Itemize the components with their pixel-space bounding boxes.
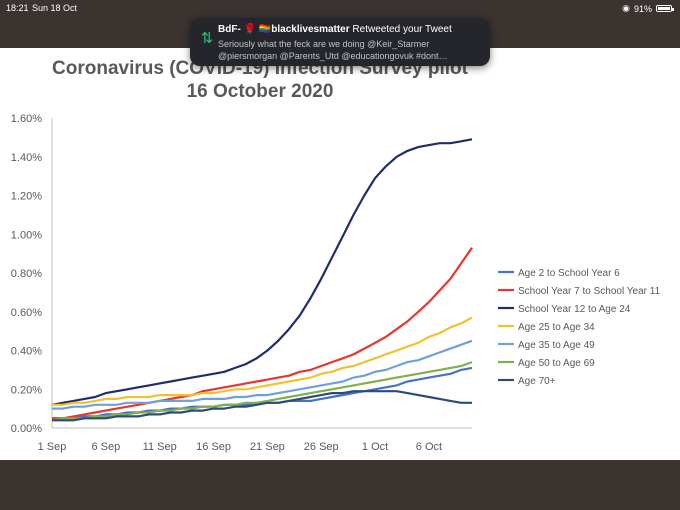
legend-label: School Year 12 to Age 24 (518, 304, 631, 315)
legend-label: Age 50 to Age 69 (518, 358, 595, 369)
series-line (51, 361, 473, 422)
status-right: ◉ 91% (622, 3, 674, 14)
y-tick-label: 0.20% (11, 384, 42, 396)
legend-label: Age 2 to School Year 6 (518, 268, 620, 279)
x-tick-label: 1 Sep (38, 441, 67, 453)
notification-title: BdF- 🌹 🏳️‍🌈blacklivesmatter Retweeted yo… (218, 24, 452, 35)
y-tick-label: 1.60% (11, 113, 42, 125)
x-tick-label: 6 Oct (416, 441, 442, 453)
bottom-bar (0, 460, 680, 510)
status-date: Sun 18 Oct (32, 3, 78, 13)
x-tick-label: 6 Sep (91, 441, 120, 453)
rose-icon: 🌹 (243, 24, 257, 35)
x-tick-label: 1 Oct (362, 441, 388, 453)
series-line (52, 316, 473, 406)
series-line (51, 138, 473, 406)
notification-handle: blacklivesmatter (271, 24, 350, 35)
legend-label: Age 25 to Age 34 (518, 322, 595, 333)
x-tick-label: 11 Sep (143, 441, 177, 453)
notification-body-line1: Seriously what the feck are we doing @Ke… (218, 39, 430, 49)
wifi-icon: ◉ (622, 3, 630, 13)
notification-sender: BdF- (218, 24, 241, 35)
series-line (52, 247, 473, 420)
series-line (52, 339, 473, 410)
y-tick-label: 1.00% (11, 229, 42, 241)
notification-banner[interactable]: ⇅ BdF- 🌹 🏳️‍🌈blacklivesmatter Retweeted … (190, 18, 490, 66)
series-line (52, 390, 472, 422)
legend-label: Age 35 to Age 49 (518, 340, 595, 351)
battery-icon (656, 5, 674, 12)
y-tick-label: 0.40% (11, 346, 42, 358)
x-tick-label: 16 Sep (196, 441, 231, 453)
y-tick-label: 0.60% (11, 307, 42, 319)
rainbow-flag-icon: 🏳️‍🌈 (258, 24, 272, 35)
y-tick-label: 1.20% (11, 191, 42, 203)
retweet-icon: ⇅ (200, 30, 214, 47)
notification-body-line2: @piersmorgan @Parents_Utd @educationgovu… (218, 51, 448, 61)
x-tick-label: 26 Sep (304, 441, 339, 453)
x-tick-label: 21 Sep (250, 441, 285, 453)
line-chart: 0.00% 0.20% 0.40% 0.60% 0.80% 1.00% 1.20% 1.40%… (11, 113, 661, 453)
legend-label: School Year 7 to School Year 11 (518, 286, 661, 297)
chart-image: Coronavirus (COVID-19) Infection Survey … (0, 48, 680, 460)
y-tick-label: 0.00% (11, 423, 42, 435)
y-tick-label: 1.40% (11, 152, 42, 164)
status-bar: 18:21 Sun 18 Oct ◉ 91% (0, 0, 680, 16)
legend-label: Age 70+ (518, 376, 556, 387)
status-time: 18:21 (6, 3, 29, 13)
battery-percent: 91% (633, 3, 652, 14)
notification-action: Retweeted your Tweet (352, 24, 452, 35)
y-tick-label: 0.80% (11, 268, 42, 280)
chart-subtitle: 16 October 2020 (186, 81, 334, 102)
